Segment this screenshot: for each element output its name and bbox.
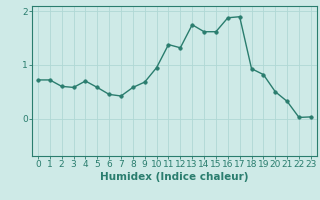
- X-axis label: Humidex (Indice chaleur): Humidex (Indice chaleur): [100, 172, 249, 182]
